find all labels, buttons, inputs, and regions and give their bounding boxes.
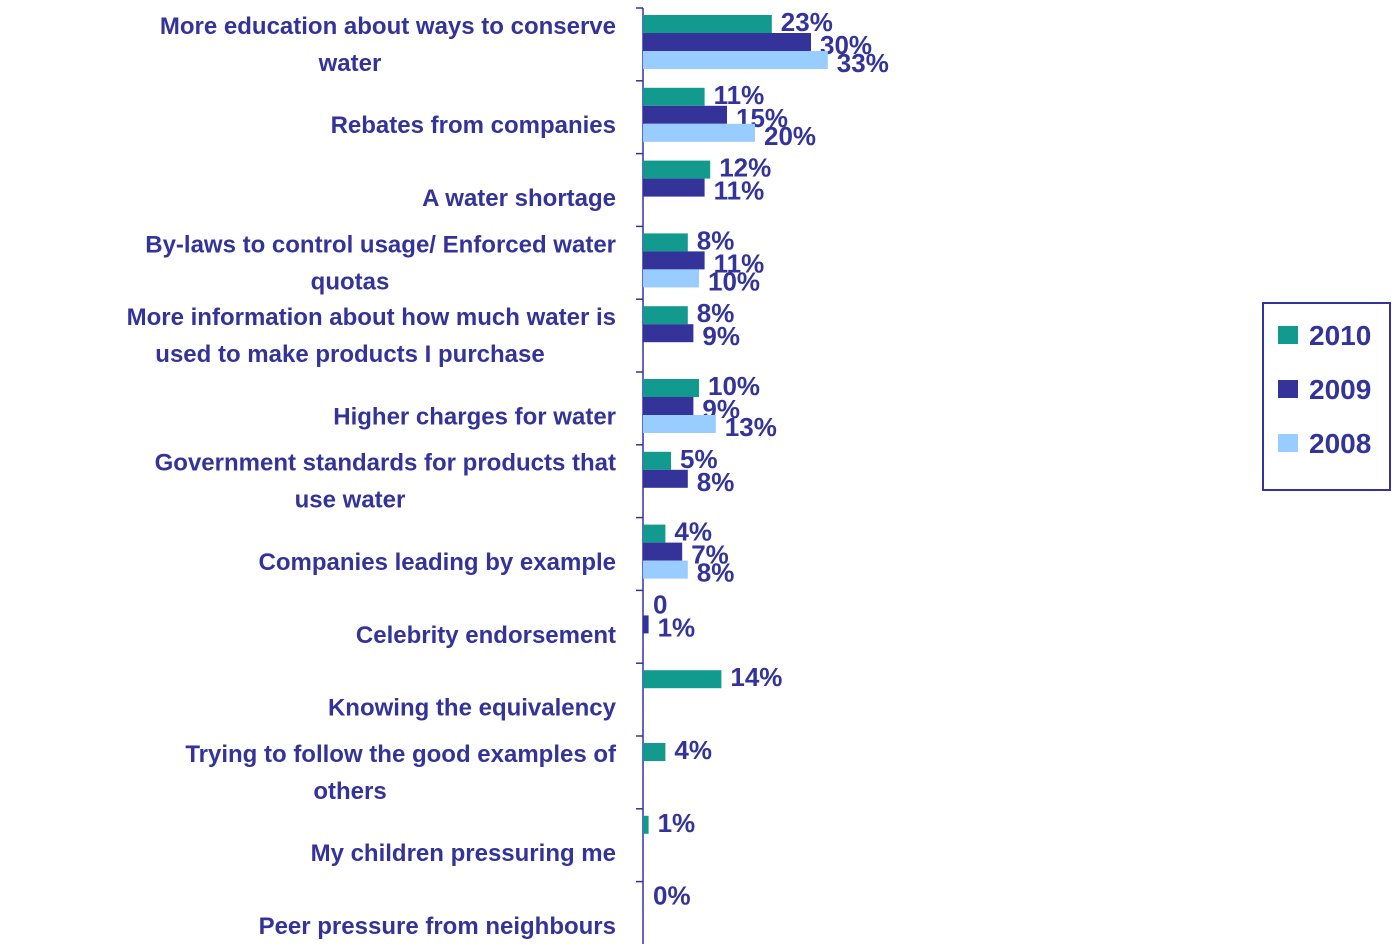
data-label: 8% [697,298,735,328]
category-label: water [318,50,382,77]
bar-2008 [643,123,755,142]
data-label: 11% [714,248,765,278]
data-label: 7% [691,540,729,570]
bar-2008 [643,560,688,579]
data-label: 11% [714,176,765,206]
category-label: Higher charges for water [333,403,616,430]
bar-2009 [643,397,694,415]
category-label: A water shortage [422,185,616,212]
bar-2010 [643,670,722,689]
category-label: Celebrity endorsement [356,622,616,649]
category-label: Knowing the equivalency [328,695,617,722]
data-label: 1% [658,808,696,838]
data-label: 14% [730,662,782,692]
category-label: used to make products I purchase [155,341,544,368]
data-label: 33% [837,48,889,78]
bar-2009 [643,542,683,561]
data-label: 12% [719,153,771,183]
bar-2010 [643,524,666,543]
category-label: By-laws to control usage/ Enforced water [145,231,616,258]
legend-label: 2009 [1309,374,1371,405]
data-label: 9% [702,321,740,351]
legend-swatch [1278,380,1298,398]
bar-2010 [643,451,671,470]
legend-label: 2008 [1309,428,1371,459]
bar-2010 [643,743,666,761]
bar-2009 [643,105,727,124]
data-label: 1% [658,612,696,642]
data-label: 4% [674,735,712,765]
bar-2008 [643,415,716,433]
bar-2010 [643,233,688,252]
category-label: More education about ways to conserve [160,13,616,40]
data-label: 23% [781,7,833,37]
bar-2010 [643,160,711,179]
data-label: 20% [764,121,816,151]
category-label: use water [295,487,406,514]
bar-2010 [643,815,649,834]
data-label: 4% [674,517,712,547]
bar-2008 [643,269,699,288]
data-label: 8% [697,467,735,497]
legend-swatch [1278,326,1298,344]
data-label: 8% [697,225,735,255]
data-label: 11% [714,80,765,110]
category-label: Rebates from companies [331,112,616,139]
data-label: 10% [708,266,760,296]
bar-2010 [643,87,705,106]
data-label: 8% [697,558,735,588]
bar-2010 [643,306,688,325]
legend-swatch [1278,434,1298,452]
data-label: 5% [680,444,718,474]
bar-2009 [643,178,705,197]
bar-2009 [643,324,694,343]
category-label: quotas [311,268,390,295]
legend-label: 2010 [1309,320,1371,351]
category-label: others [313,778,386,805]
category-label: My children pressuring me [311,840,616,867]
bar-2008 [643,51,828,69]
data-label: 0 [653,589,667,619]
bar-2009 [643,469,688,488]
category-label: Companies leading by example [259,549,616,576]
category-label: Government standards for products that [155,450,616,477]
bar-2010 [643,15,772,33]
category-label: Trying to follow the good examples of [185,741,617,768]
category-label: More information about how much water is [127,304,616,331]
bar-2010 [643,379,699,397]
data-label: 0% [653,881,691,911]
data-label: 13% [725,412,777,442]
bar-2009 [643,251,705,270]
bar-2009 [643,33,811,51]
data-label: 30% [820,30,872,60]
category-label: Peer pressure from neighbours [259,913,616,940]
data-label: 10% [708,371,760,401]
bar-2009 [643,615,649,634]
